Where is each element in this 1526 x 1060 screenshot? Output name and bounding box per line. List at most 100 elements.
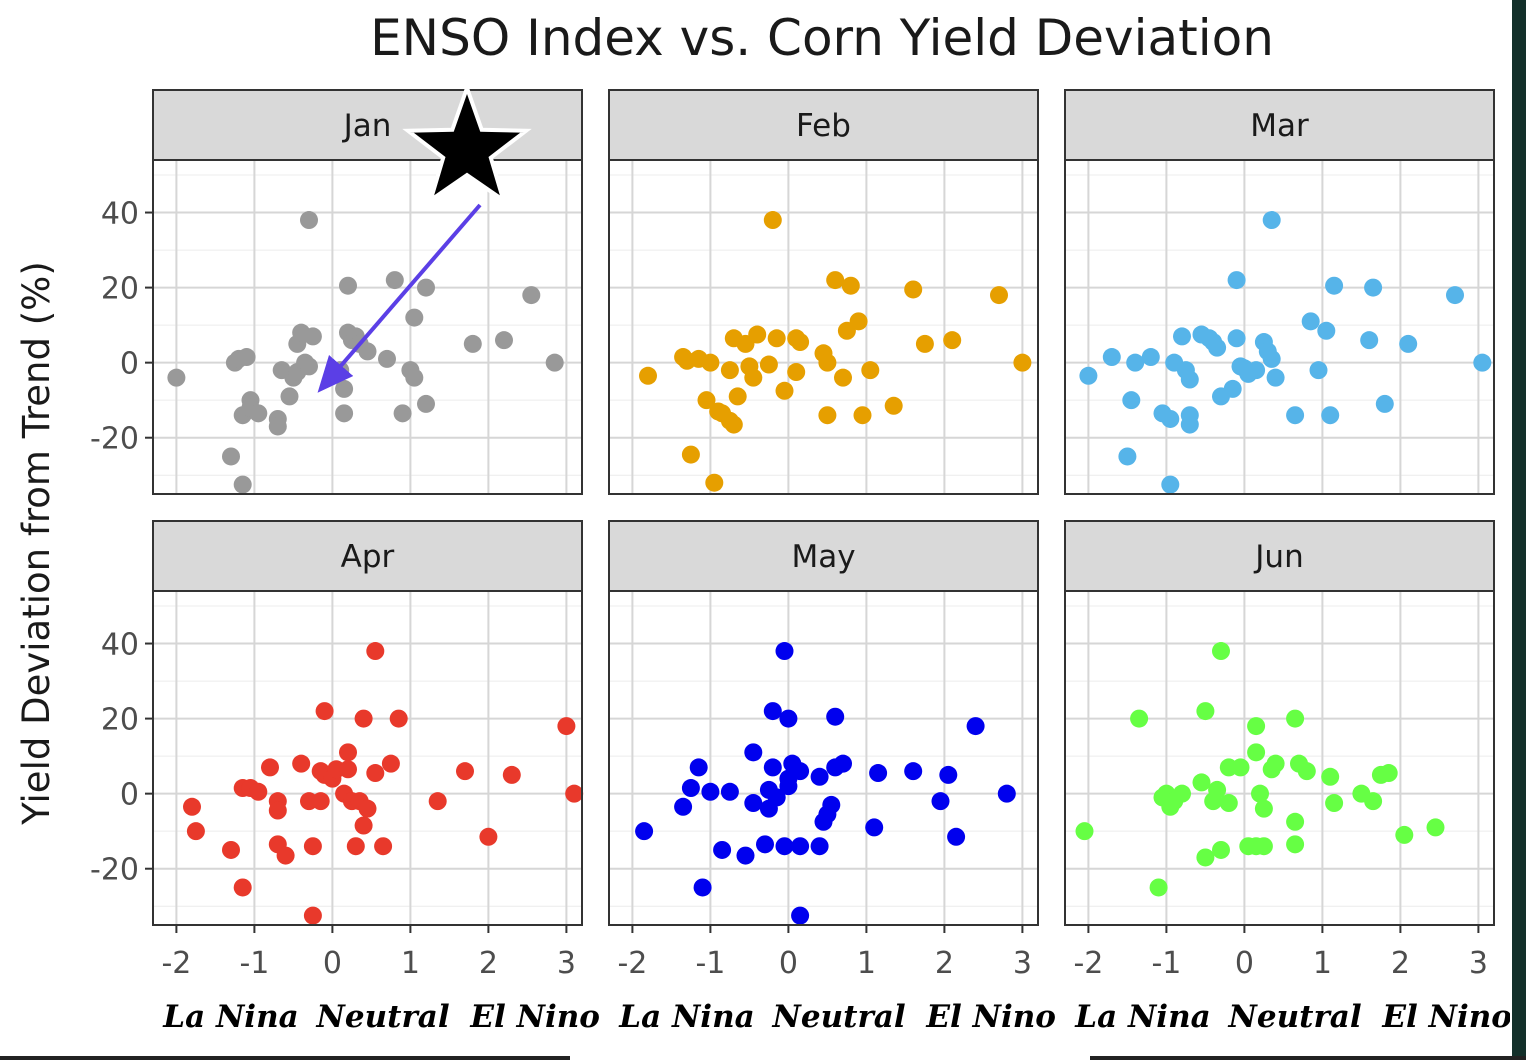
data-point: [463, 334, 482, 353]
data-point: [818, 406, 837, 425]
data-point: [557, 717, 576, 736]
data-point: [1286, 406, 1305, 425]
data-point: [502, 765, 521, 784]
data-point: [1399, 334, 1418, 353]
data-point: [249, 404, 268, 423]
panel-strip-label: Jun: [1253, 539, 1303, 575]
data-point: [1321, 767, 1340, 786]
panel-strip: [1064, 89, 1495, 161]
data-point: [1075, 822, 1094, 841]
data-point: [701, 353, 720, 372]
data-point: [713, 840, 732, 859]
data-point: [1212, 642, 1230, 661]
data-point: [456, 762, 474, 781]
data-point: [1325, 794, 1344, 813]
panel-strip-label: Jan: [342, 108, 392, 144]
data-point: [1247, 717, 1266, 736]
data-point: [1360, 331, 1379, 350]
panel-border: [152, 590, 583, 926]
data-point: [947, 827, 966, 846]
data-point: [818, 353, 837, 372]
data-point: [1219, 794, 1238, 813]
data-point: [1301, 312, 1320, 331]
data-point: [943, 331, 962, 350]
data-point: [1309, 361, 1328, 380]
enso-regime-label: La Nina: [162, 999, 298, 1035]
enso-regime-label: Neutral: [1228, 999, 1362, 1035]
data-point: [167, 368, 186, 387]
data-point: [635, 822, 654, 841]
annotation-arrow: [317, 203, 482, 393]
data-point: [853, 406, 872, 425]
panel-border: [608, 590, 1039, 926]
data-point: [1317, 321, 1336, 340]
x-tick-label: 0: [323, 946, 342, 981]
data-point: [1141, 348, 1160, 367]
data-point: [268, 417, 287, 436]
data-point: [775, 642, 794, 661]
data-point: [639, 366, 657, 385]
data-point: [1395, 825, 1414, 844]
data-point: [775, 837, 794, 856]
data-point: [1286, 835, 1305, 854]
data-point: [1180, 415, 1199, 434]
data-point: [300, 211, 318, 230]
panel-border: [608, 159, 1039, 495]
x-tick-label: 1: [857, 946, 876, 981]
data-point: [522, 286, 541, 305]
panel-strip: [152, 89, 583, 161]
x-tick-label: 2: [1391, 946, 1410, 981]
data-point: [1321, 406, 1340, 425]
x-tick-label: 3: [1013, 946, 1032, 981]
data-point: [276, 846, 295, 865]
data-point: [417, 394, 435, 413]
data-point: [315, 702, 334, 721]
data-point: [405, 308, 424, 327]
chart-title: ENSO Index vs. Corn Yield Deviation: [370, 9, 1274, 67]
data-point: [1173, 784, 1191, 803]
y-tick-label: 20: [101, 272, 139, 307]
data-point: [767, 329, 786, 348]
panel-border: [1064, 590, 1495, 926]
x-tick-label: 3: [557, 946, 576, 981]
plot-area: [1065, 160, 1494, 494]
data-point: [720, 782, 739, 801]
data-point: [904, 762, 923, 781]
data-point: [303, 906, 322, 925]
data-point: [728, 387, 747, 406]
data-point: [222, 447, 240, 466]
enso-regime-label: El Nino: [469, 999, 600, 1035]
data-point: [280, 387, 299, 406]
data-point: [744, 368, 763, 387]
data-point: [834, 754, 852, 773]
y-tick-label: -20: [90, 853, 139, 888]
data-point: [674, 797, 693, 816]
data-point: [763, 702, 782, 721]
data-point: [1122, 391, 1141, 410]
panel-strip-label: Mar: [1250, 108, 1309, 144]
data-point: [249, 782, 268, 801]
data-point: [775, 381, 794, 400]
plot-area: [153, 160, 582, 494]
panel-apr: Apr 40 20 0 -20 -2 -1 0 1 2 3 La Nina Neutral El Nino: [90, 520, 600, 1035]
data-point: [756, 835, 774, 854]
x-tick-label: 1: [401, 946, 420, 981]
data-point: [834, 368, 852, 387]
data-point: [495, 331, 513, 350]
x-tick-label: -1: [1151, 946, 1181, 981]
data-point: [1286, 812, 1305, 831]
data-point: [1130, 709, 1149, 728]
panel-strip-label: May: [791, 539, 855, 575]
enso-regime-label: La Nina: [618, 999, 754, 1035]
data-point: [233, 878, 252, 897]
x-tick-label: -2: [617, 946, 647, 981]
data-point: [1266, 754, 1285, 773]
data-point: [1208, 780, 1227, 799]
star-icon: [402, 81, 532, 206]
data-point: [697, 391, 716, 410]
data-point: [233, 475, 252, 494]
data-point: [1247, 361, 1266, 380]
plot-area: [153, 591, 582, 925]
data-point: [417, 278, 435, 297]
